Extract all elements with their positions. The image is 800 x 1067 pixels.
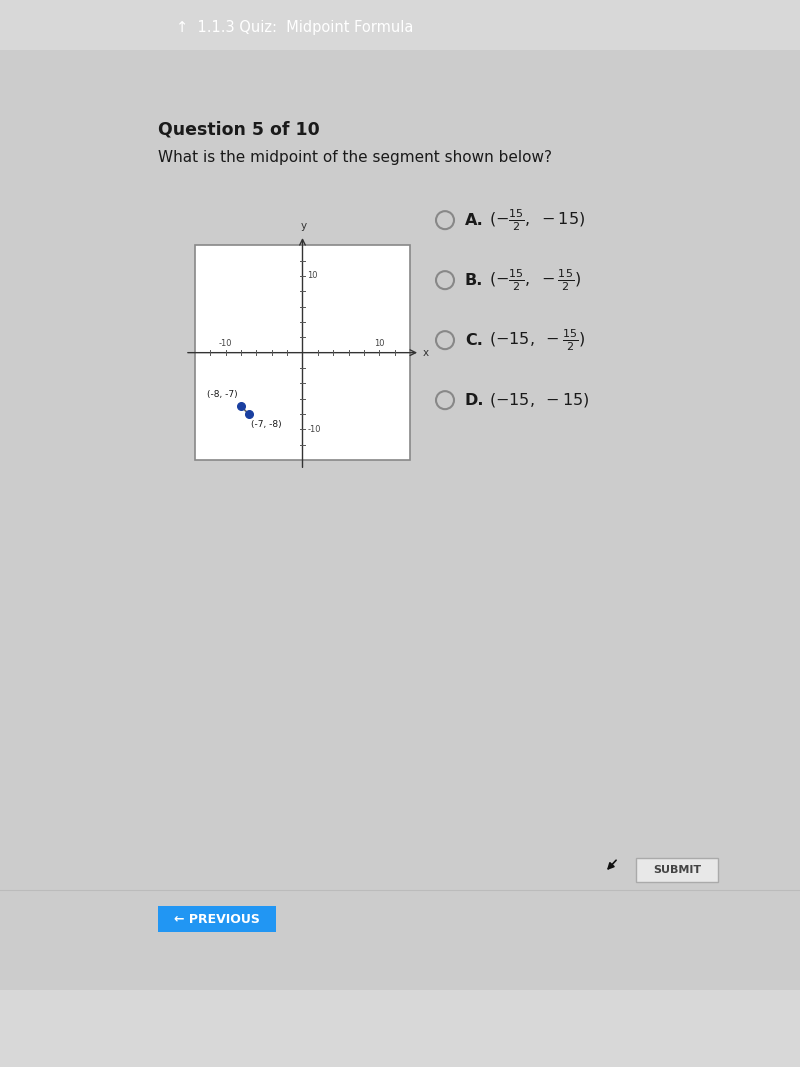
Text: (-7, -8): (-7, -8) (250, 420, 282, 429)
Text: SUBMIT: SUBMIT (653, 865, 701, 875)
Text: Question 5 of 10: Question 5 of 10 (158, 121, 320, 138)
Text: What is the midpoint of the segment shown below?: What is the midpoint of the segment show… (158, 150, 552, 165)
Bar (195, 245, 410, 460)
Bar (636, 858, 718, 882)
Bar (158, 906, 276, 933)
Text: -10: -10 (307, 425, 321, 434)
Text: ← PREVIOUS: ← PREVIOUS (174, 912, 260, 926)
Text: -10: -10 (219, 338, 233, 348)
Text: 10: 10 (374, 338, 385, 348)
Text: B.: B. (465, 273, 483, 288)
Text: 10: 10 (307, 271, 318, 281)
Text: x: x (423, 348, 429, 357)
Text: $(-\frac{15}{2},\ -15)$: $(-\frac{15}{2},\ -15)$ (489, 207, 585, 233)
Text: C.: C. (465, 333, 483, 348)
Text: (-8, -7): (-8, -7) (207, 391, 238, 399)
Text: $(-15,\ -15)$: $(-15,\ -15)$ (489, 392, 590, 409)
Text: y: y (301, 221, 306, 232)
Text: $(-\frac{15}{2},\ -\frac{15}{2})$: $(-\frac{15}{2},\ -\frac{15}{2})$ (489, 267, 581, 293)
Text: A.: A. (465, 212, 484, 227)
Text: $(-15,\ -\frac{15}{2})$: $(-15,\ -\frac{15}{2})$ (489, 328, 585, 353)
Text: ↑  1.1.3 Quiz:  Midpoint Formula: ↑ 1.1.3 Quiz: Midpoint Formula (176, 20, 414, 35)
Text: D.: D. (465, 393, 485, 408)
